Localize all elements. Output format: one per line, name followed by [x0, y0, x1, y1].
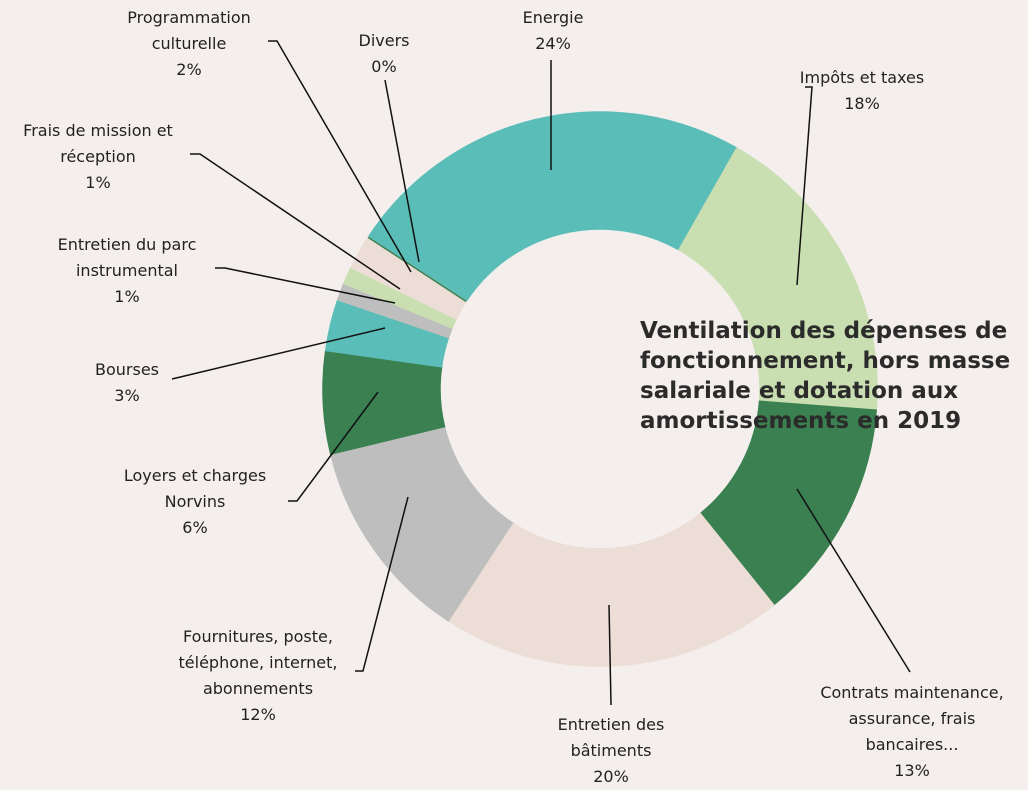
leader-line	[384, 79, 420, 263]
value-label: 12%	[240, 705, 276, 724]
value-label: 24%	[535, 34, 571, 53]
leader-line	[355, 496, 409, 672]
slice-label: Loyers et charges Norvins	[123, 466, 267, 511]
leader-line	[171, 327, 386, 380]
slice-label: Fournitures, poste, téléphone, internet,…	[178, 627, 338, 698]
donut-slice	[447, 512, 775, 667]
value-label: 2%	[176, 60, 202, 79]
chart-title: Ventilation des dépenses de fonctionneme…	[640, 318, 1011, 434]
slice-label: Divers	[358, 31, 410, 50]
value-label: 3%	[114, 386, 140, 405]
value-label: 1%	[114, 287, 140, 306]
donut-slice	[678, 147, 878, 412]
leader-line	[190, 153, 401, 290]
leader-line	[268, 40, 412, 273]
leader-line	[796, 86, 813, 286]
value-label: 18%	[844, 94, 880, 113]
slice-label: Impôts et taxes	[799, 68, 925, 87]
slice-label: Energie	[522, 8, 584, 27]
leader-line	[215, 267, 396, 304]
value-label: 0%	[371, 57, 397, 76]
leader-line	[796, 488, 911, 673]
leader-line	[608, 604, 612, 706]
slice-label: Bourses	[95, 360, 159, 379]
slice-label: Frais de mission et réception	[23, 121, 173, 166]
value-label: 20%	[593, 767, 629, 786]
leader-line	[288, 391, 379, 502]
slice-label: Entretien des bâtiments	[557, 715, 665, 760]
slice-label: Entretien du parc instrumental	[57, 235, 197, 280]
donut-slice	[367, 111, 738, 303]
value-label: 13%	[894, 761, 930, 780]
donut-slice	[350, 236, 468, 320]
value-label: 1%	[85, 173, 111, 192]
value-label: 6%	[182, 518, 208, 537]
slice-label: Programmation culturelle	[127, 8, 251, 53]
slice-label: Contrats maintenance, assurance, frais b…	[820, 683, 1004, 754]
